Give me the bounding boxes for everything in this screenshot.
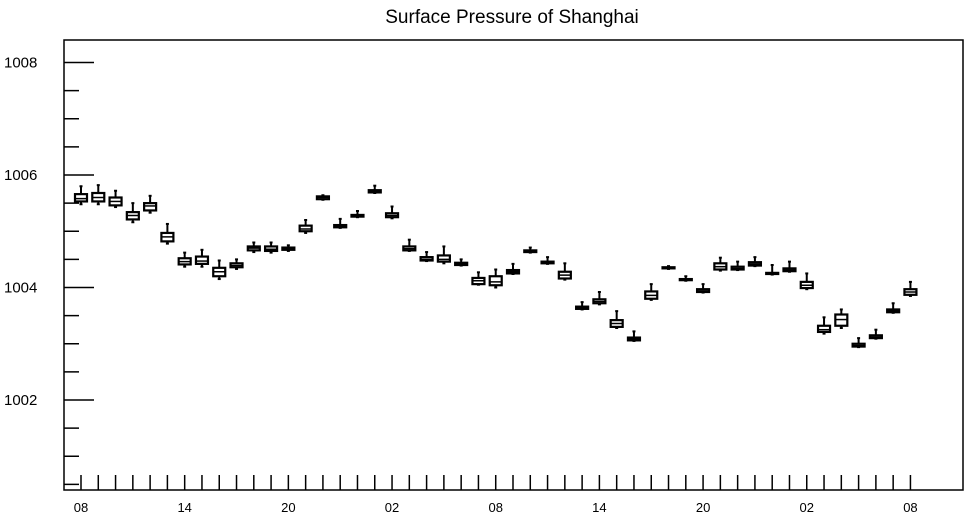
box-4 — [143, 194, 158, 214]
box-35 — [678, 275, 693, 282]
box-17 — [367, 184, 382, 194]
box-43 — [816, 316, 832, 335]
box-40 — [765, 264, 780, 276]
box-19 — [402, 238, 417, 252]
box-7 — [194, 248, 210, 268]
box-iqr — [816, 324, 832, 334]
box-9 — [229, 258, 244, 270]
box-21 — [436, 245, 451, 265]
x-tick-label: 08 — [903, 500, 917, 515]
box-14 — [315, 194, 331, 201]
box-26 — [523, 246, 538, 254]
box-30 — [592, 291, 607, 306]
box-8 — [212, 259, 227, 281]
box-3 — [125, 202, 140, 224]
box-15 — [333, 217, 348, 229]
x-tick-label: 08 — [488, 500, 502, 515]
box-iqr — [488, 275, 503, 287]
box-41 — [782, 260, 797, 273]
box-48 — [903, 280, 918, 297]
x-tick-label: 08 — [74, 500, 88, 515]
box-1 — [91, 184, 106, 206]
box-42 — [799, 272, 814, 291]
x-tick-label: 20 — [696, 500, 710, 515]
box-iqr — [73, 193, 89, 203]
box-6 — [177, 251, 192, 268]
box-11 — [263, 241, 279, 254]
x-tick-label: 02 — [385, 500, 399, 515]
box-36 — [695, 283, 711, 294]
box-18 — [384, 205, 400, 220]
x-axis: 08 14 20 02 08 14 20 02 08 — [74, 475, 918, 515]
box-29 — [575, 301, 590, 311]
box-44 — [834, 308, 849, 329]
box-series — [73, 184, 918, 349]
y-tick-label: 1006 — [4, 167, 37, 184]
box-33 — [644, 283, 659, 301]
box-16 — [350, 210, 365, 219]
box-0 — [73, 185, 89, 206]
box-46 — [868, 328, 883, 340]
box-38 — [730, 260, 745, 272]
box-39 — [747, 256, 763, 268]
box-31 — [609, 310, 624, 329]
y-tick-label: 1008 — [4, 55, 37, 72]
box-28 — [557, 262, 572, 281]
box-12 — [281, 244, 296, 252]
box-10 — [246, 241, 261, 254]
box-5 — [160, 222, 175, 245]
box-45 — [851, 337, 866, 349]
box-27 — [540, 256, 555, 265]
x-tick-label: 02 — [800, 500, 814, 515]
box-34 — [661, 265, 676, 270]
box-13 — [298, 219, 313, 234]
box-24 — [488, 268, 503, 289]
x-tick-label: 20 — [281, 500, 295, 515]
y-tick-label: 1004 — [4, 280, 37, 297]
box-37 — [713, 256, 728, 272]
box-25 — [505, 262, 521, 275]
y-tick-label: 1002 — [4, 392, 37, 409]
box-22 — [454, 258, 469, 267]
box-2 — [108, 189, 123, 209]
box-32 — [626, 330, 642, 342]
x-tick-label: 14 — [177, 500, 191, 515]
x-tick-label: 14 — [592, 500, 606, 515]
chart-title: Surface Pressure of Shanghai — [385, 7, 639, 28]
box-47 — [886, 302, 901, 314]
box-20 — [419, 251, 434, 263]
box-23 — [471, 271, 486, 286]
y-axis: 1002 1004 1006 1008 — [4, 55, 94, 486]
box-iqr — [143, 202, 158, 212]
box-iqr — [436, 254, 451, 263]
box-iqr — [194, 255, 210, 265]
